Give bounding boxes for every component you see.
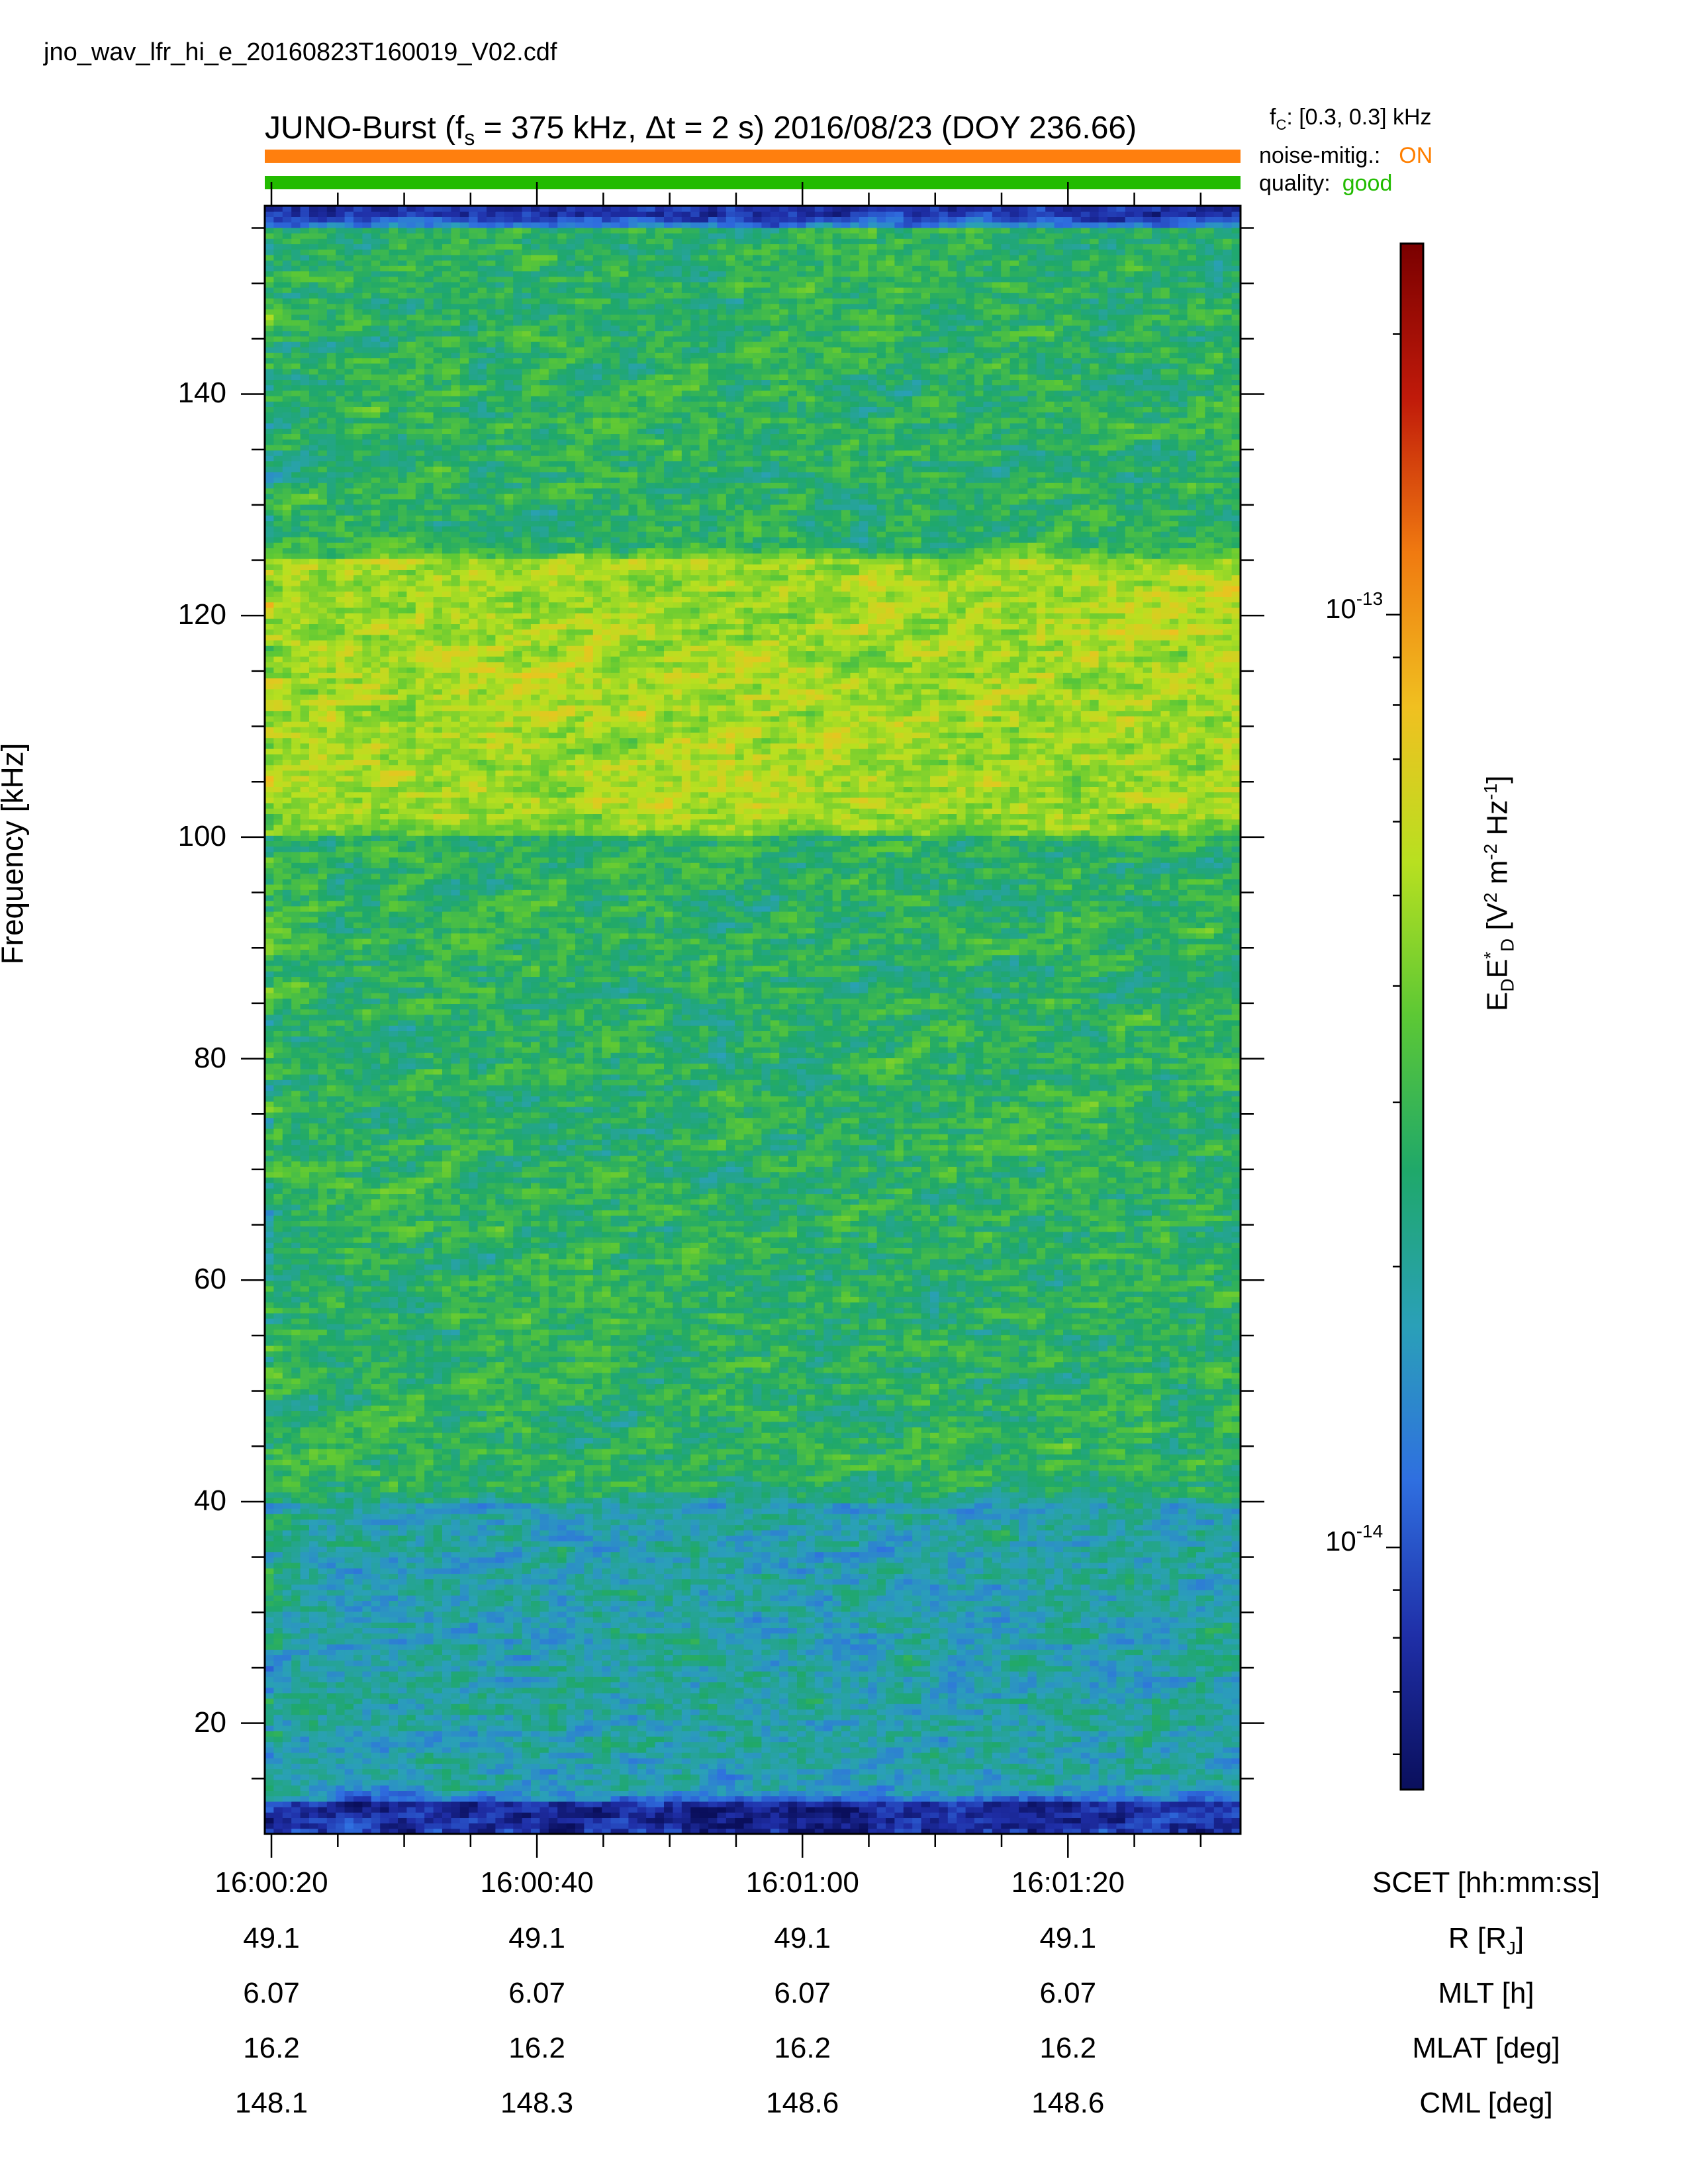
ephemeris-value: 16.2 [139,2032,404,2065]
y-tick-label: 140 [147,377,226,410]
noise-status-value: ON [1399,143,1432,168]
plot-title: JUNO-Burst (fs = 375 kHz, Δt = 2 s) 2016… [265,110,1324,150]
ephemeris-row-label: R [RJ] [1321,1922,1652,1959]
ephemeris-value: 6.07 [670,1977,935,2010]
x-tick-label: 16:00:20 [172,1866,371,1899]
ephemeris-value: 16.2 [404,2032,669,2065]
colorbar [1399,242,1425,1791]
ephemeris-value: 6.07 [139,1977,404,2010]
noise-mitigation-status: noise-mitig.: ON [1259,143,1432,169]
ephemeris-value: 148.6 [935,2087,1200,2120]
y-tick-label: 120 [147,598,226,631]
ephemeris-value: 49.1 [404,1922,669,1955]
ephemeris-value: 148.6 [670,2087,935,2120]
y-axis-label: Frequency [kHz] [0,743,143,1052]
file-name: jno_wav_lfr_hi_e_20160823T160019_V02.cdf [44,38,557,67]
quality-status-value: good [1342,171,1393,196]
ephemeris-value: 6.07 [404,1977,669,2010]
y-tick-label: 100 [147,820,226,853]
quality-status: quality: good [1259,171,1392,197]
ephemeris-value: 16.2 [935,2032,1200,2065]
x-tick-label: 16:01:00 [703,1866,902,1899]
ephemeris-value: 49.1 [670,1922,935,1955]
ephemeris-value: 49.1 [139,1922,404,1955]
ephemeris-row-label: MLAT [deg] [1321,2032,1652,2065]
quality-bar [265,176,1241,189]
ephemeris-value: 148.1 [139,2087,404,2120]
ephemeris-value: 49.1 [935,1922,1200,1955]
ephemeris-value: 148.3 [404,2087,669,2120]
ephemeris-row-label: MLT [h] [1321,1977,1652,2010]
y-tick-label: 60 [147,1263,226,1296]
noise-mitigation-bar [265,150,1241,163]
x-tick-label: 16:01:20 [968,1866,1167,1899]
cutoff-frequency-label: fC: [0.3, 0.3] kHz [1270,105,1432,134]
ephemeris-value: 16.2 [670,2032,935,2065]
ephemeris-value: 6.07 [935,1977,1200,2010]
colorbar-tick-label: 10-13 [1325,588,1383,625]
plot-frame [263,205,1242,1835]
ephemeris-row-label: CML [deg] [1321,2087,1652,2120]
x-tick-label: 16:00:40 [438,1866,636,1899]
spectrogram-image [265,206,1241,1834]
y-tick-label: 80 [147,1042,226,1075]
colorbar-tick-label: 10-14 [1325,1521,1383,1557]
x-axis-label: SCET [hh:mm:ss] [1321,1866,1652,1899]
y-tick-label: 40 [147,1484,226,1518]
y-tick-label: 20 [147,1706,226,1739]
